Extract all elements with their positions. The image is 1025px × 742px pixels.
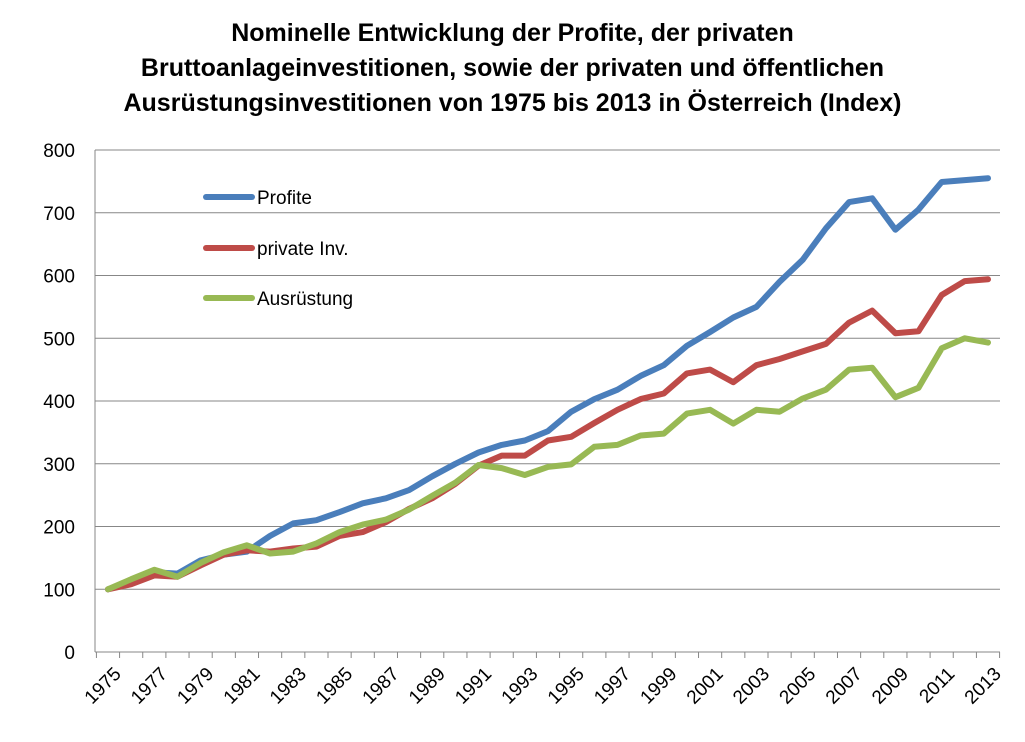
legend: Profite private Inv. Ausrüstung [203, 188, 353, 310]
x-tick-label: 1991 [451, 664, 496, 709]
x-tick-label: 1987 [359, 664, 404, 709]
x-tick-label: 1977 [127, 664, 172, 709]
x-tick-label: 1979 [173, 664, 218, 709]
x-tick-label: 1997 [590, 664, 635, 709]
x-tick-label: 1983 [266, 664, 311, 709]
y-tick-label: 300 [43, 455, 75, 476]
x-tick-label: 2013 [961, 664, 1006, 709]
y-tick-label: 800 [43, 141, 75, 162]
x-tick-label: 1975 [81, 664, 126, 709]
y-tick-label: 500 [43, 329, 75, 350]
y-tick-label: 100 [43, 580, 75, 601]
x-tick-label: 1999 [637, 664, 682, 709]
x-tick-label: 2009 [868, 664, 913, 709]
legend-label: Ausrüstung [257, 289, 353, 310]
chart-title: Nominelle Entwicklung der Profite, der p… [0, 16, 1025, 121]
data-series [105, 175, 991, 593]
y-tick-label: 600 [43, 267, 75, 288]
y-tick-label: 400 [43, 392, 75, 413]
y-tick-label: 200 [43, 518, 75, 539]
x-tick-label: 1995 [544, 664, 589, 709]
legend-label: Profite [257, 188, 312, 209]
series-line-3 [105, 335, 991, 593]
x-tick-label: 1993 [498, 664, 543, 709]
y-tick-label: 0 [64, 643, 75, 664]
gridlines [95, 149, 1000, 590]
y-tick-label: 700 [43, 204, 75, 225]
chart-title-line-1: Nominelle Entwicklung der Profite, der p… [231, 19, 794, 47]
x-tick-label: 2001 [683, 664, 728, 709]
x-tick-label: 1985 [312, 664, 357, 709]
x-tick-label: 2007 [822, 664, 867, 709]
x-tick-label: 2005 [776, 664, 821, 709]
chart-title-line-2: Bruttoanlageinvestitionen, sowie der pri… [140, 54, 885, 82]
x-tick-label: 1989 [405, 664, 450, 709]
x-tick-label: 2011 [916, 664, 960, 708]
chart-title-line-3: Ausrüstungsinvestitionen von 1975 bis 20… [123, 89, 902, 117]
series-line-1 [105, 175, 991, 593]
x-tick-label: 2003 [729, 664, 774, 709]
legend-label: private Inv. [257, 239, 349, 260]
x-tick-label: 1981 [220, 664, 265, 709]
